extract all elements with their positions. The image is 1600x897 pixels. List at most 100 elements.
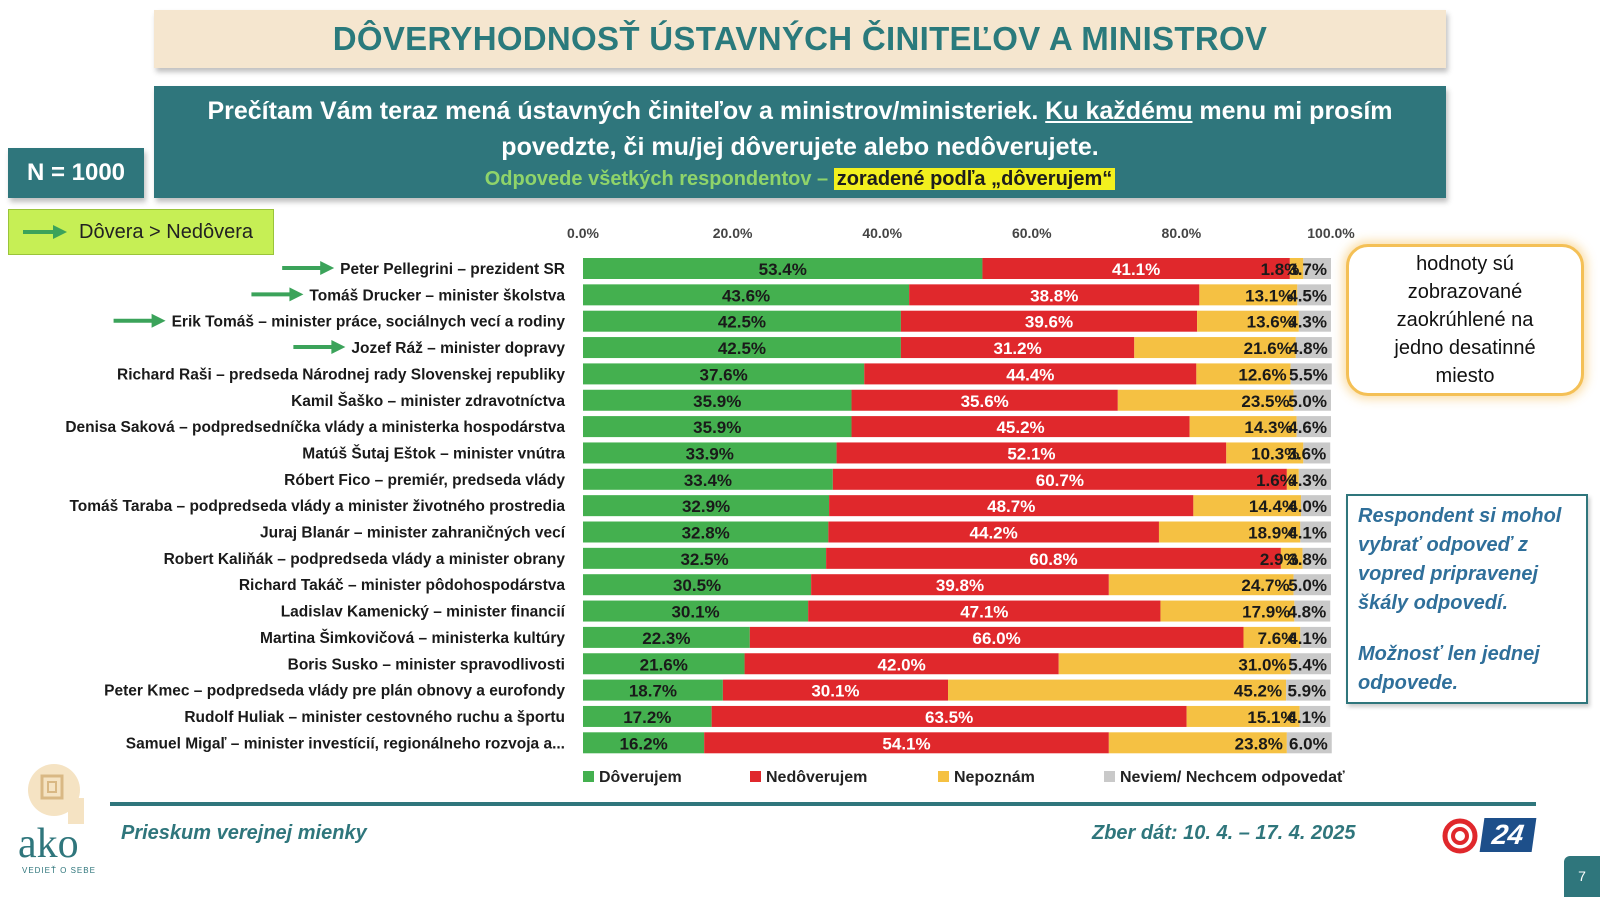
bar-segment bbox=[1286, 468, 1299, 490]
bar-segment bbox=[711, 705, 1187, 727]
bar-segment bbox=[864, 363, 1197, 385]
data-label: 47.1% bbox=[960, 603, 1008, 622]
bar-segment bbox=[900, 310, 1198, 332]
trend-arrow-head-icon bbox=[289, 287, 304, 302]
bar-segment bbox=[1290, 653, 1331, 675]
x-tick-label: 60.0% bbox=[1012, 225, 1052, 241]
data-label: 39.6% bbox=[1025, 313, 1073, 332]
bar-segment bbox=[583, 284, 910, 306]
bar-segment bbox=[583, 495, 830, 517]
data-label: 6.0% bbox=[1289, 734, 1328, 753]
data-label: 4.8% bbox=[1289, 339, 1328, 358]
bar-segment bbox=[1300, 626, 1331, 648]
data-label: 24.7% bbox=[1241, 576, 1289, 595]
data-label: 3.7% bbox=[1288, 260, 1327, 279]
category-label: Martina Šimkovičová – ministerka kultúry bbox=[260, 629, 565, 647]
question-underlined: Ku každému bbox=[1045, 97, 1193, 125]
bar-segment bbox=[1286, 732, 1332, 754]
bar-segment bbox=[583, 363, 865, 385]
data-label: 21.6% bbox=[1244, 339, 1292, 358]
data-label: 10.3% bbox=[1251, 444, 1299, 463]
data-label: 44.4% bbox=[1006, 365, 1054, 384]
data-label: 32.8% bbox=[682, 524, 730, 543]
bar-segment bbox=[1108, 574, 1294, 596]
data-label: 52.1% bbox=[1007, 444, 1055, 463]
bar-segment bbox=[1186, 705, 1300, 727]
data-label: 44.2% bbox=[970, 524, 1018, 543]
data-label: 60.8% bbox=[1029, 550, 1077, 569]
category-label: Richard Takáč – minister pôdohospodárstv… bbox=[239, 577, 566, 594]
page-title: DÔVERYHODNOSŤ ÚSTAVNÝCH ČINITEĽOV A MINI… bbox=[332, 20, 1268, 57]
bar-segment bbox=[1117, 389, 1294, 411]
category-label: Tomáš Drucker – minister školstva bbox=[309, 287, 565, 304]
data-label: 12.6% bbox=[1238, 365, 1286, 384]
category-label: Tomáš Taraba – podpredseda vlády a minis… bbox=[69, 498, 565, 515]
data-label: 5.0% bbox=[1288, 576, 1327, 595]
data-label: 53.4% bbox=[759, 260, 807, 279]
category-label: Rudolf Huliak – minister cestovného ruch… bbox=[184, 709, 565, 726]
data-label: 35.9% bbox=[693, 418, 741, 437]
data-label: 13.1% bbox=[1245, 286, 1293, 305]
data-label: 39.8% bbox=[936, 576, 984, 595]
bar-segment bbox=[948, 679, 1287, 701]
bar-segment bbox=[1289, 258, 1304, 279]
data-label: 48.7% bbox=[987, 497, 1035, 516]
data-label: 18.9% bbox=[1248, 524, 1296, 543]
ako-head-logo-icon bbox=[28, 764, 84, 824]
data-label: 32.9% bbox=[682, 497, 730, 516]
data-label: 13.6% bbox=[1247, 313, 1295, 332]
category-label: Richard Raši – predseda Národnej rady Sl… bbox=[117, 366, 565, 383]
bar-segment bbox=[1158, 521, 1301, 543]
bar-segment bbox=[826, 547, 1281, 569]
data-label: 4.5% bbox=[1288, 286, 1327, 305]
bar-segment bbox=[1189, 416, 1297, 438]
ako-logo-word: ako bbox=[18, 821, 79, 867]
footer-date-label: Zber dát: 10. 4. – 17. 4. 2025 bbox=[1092, 822, 1356, 844]
bar-segment bbox=[583, 679, 723, 701]
bar-segment bbox=[1160, 600, 1295, 622]
bar-segment bbox=[851, 416, 1190, 438]
data-label: 42.5% bbox=[718, 339, 766, 358]
data-label: 60.7% bbox=[1036, 471, 1084, 490]
data-label: 4.3% bbox=[1288, 471, 1327, 490]
bar-segment bbox=[1199, 284, 1298, 306]
legend-swatch bbox=[1104, 771, 1115, 782]
bar-segment bbox=[583, 258, 983, 279]
bar-segment bbox=[583, 547, 827, 569]
category-label: Ladislav Kamenický – minister financií bbox=[281, 604, 566, 621]
bar-segment bbox=[808, 600, 1161, 622]
bar-segment bbox=[1197, 310, 1299, 332]
data-label: 4.3% bbox=[1288, 313, 1327, 332]
bar-segment bbox=[744, 653, 1059, 675]
bar-segment bbox=[832, 468, 1287, 490]
legend-label: Nedôverujem bbox=[766, 769, 867, 786]
legend-label: Nepoznám bbox=[954, 769, 1035, 786]
rounding-note: hodnoty sú zobrazované zaokrúhlené na je… bbox=[1346, 244, 1584, 396]
data-label: 43.6% bbox=[722, 286, 770, 305]
data-label: 33.9% bbox=[686, 444, 734, 463]
bar-segment bbox=[583, 468, 833, 490]
bar-segment bbox=[1293, 389, 1331, 411]
bar-segment bbox=[900, 337, 1135, 359]
info-text-1: Respondent si mohol vybrať odpoveď z vop… bbox=[1358, 505, 1562, 614]
data-label: 23.5% bbox=[1241, 392, 1289, 411]
category-label: Erik Tomáš – minister práce, sociálnych … bbox=[172, 314, 566, 331]
bar-segment bbox=[583, 389, 852, 411]
bar-segment bbox=[583, 521, 829, 543]
bar-segment bbox=[1296, 416, 1331, 438]
bar-segment bbox=[1299, 705, 1331, 727]
title-banner: DÔVERYHODNOSŤ ÚSTAVNÝCH ČINITEĽOV A MINI… bbox=[154, 10, 1446, 68]
bar-segment bbox=[583, 337, 901, 359]
bar-segment bbox=[829, 495, 1194, 517]
data-label: 33.4% bbox=[684, 471, 732, 490]
category-label: Juraj Blanár – minister zahraničných vec… bbox=[260, 525, 566, 542]
bar-segment bbox=[583, 574, 812, 596]
bar-segment bbox=[1243, 626, 1301, 648]
data-label: 42.5% bbox=[718, 313, 766, 332]
bar-segment bbox=[1293, 574, 1331, 596]
bar-segment bbox=[704, 732, 1109, 754]
bar-segment bbox=[583, 732, 705, 754]
data-label: 5.4% bbox=[1288, 655, 1327, 674]
trend-arrow-head-icon bbox=[331, 340, 346, 355]
